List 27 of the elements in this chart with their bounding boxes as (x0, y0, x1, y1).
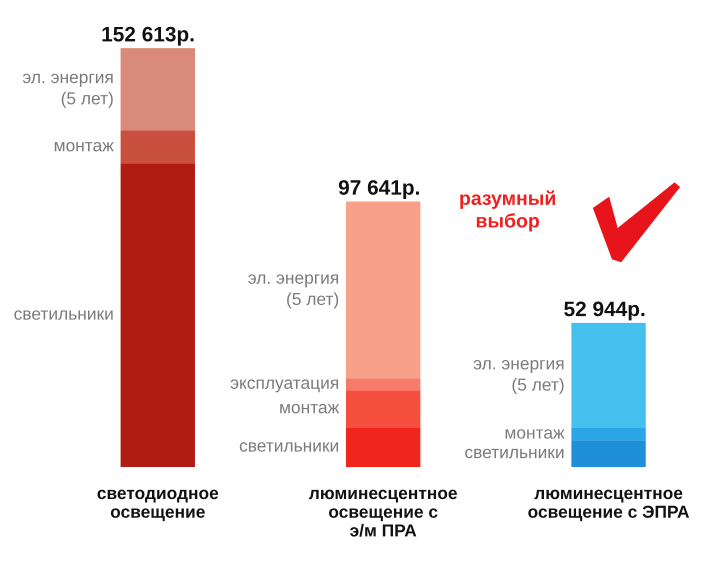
text: монтаж (54, 142, 114, 152)
annotation: 152 613р. (102, 26, 194, 46)
x-tick-label: светодиодное освещение (97, 490, 218, 522)
bar (120, 48, 195, 130)
bar (120, 130, 195, 164)
bar (120, 163, 195, 467)
bar (571, 428, 646, 440)
text: эл. энергия (5 лет) (474, 360, 564, 394)
annotation: 52 944р. (564, 302, 644, 320)
bar (346, 378, 420, 390)
text: светильники (465, 448, 564, 458)
text: светильники (240, 442, 338, 452)
bar (346, 390, 420, 428)
series-label: светильники (14, 310, 113, 320)
annotation: разумный выбор (460, 190, 555, 232)
bar (346, 427, 420, 467)
series-label: эл. энергия (5 лет) (22, 74, 113, 108)
x-tick-label: люминесцентное освещение с э/м ПРА (308, 490, 457, 537)
bar (571, 440, 646, 467)
x-tick-label: люминесцентное освещение с ЭПРА (528, 490, 690, 522)
series-label: монтаж (506, 429, 565, 439)
bar (346, 201, 420, 378)
text: монтаж (280, 404, 340, 414)
text: эл. энергия (5 лет) (248, 274, 338, 309)
series-label: эксплуатация (230, 379, 338, 392)
annotation: 97 641р. (338, 180, 419, 199)
bar (571, 322, 646, 428)
